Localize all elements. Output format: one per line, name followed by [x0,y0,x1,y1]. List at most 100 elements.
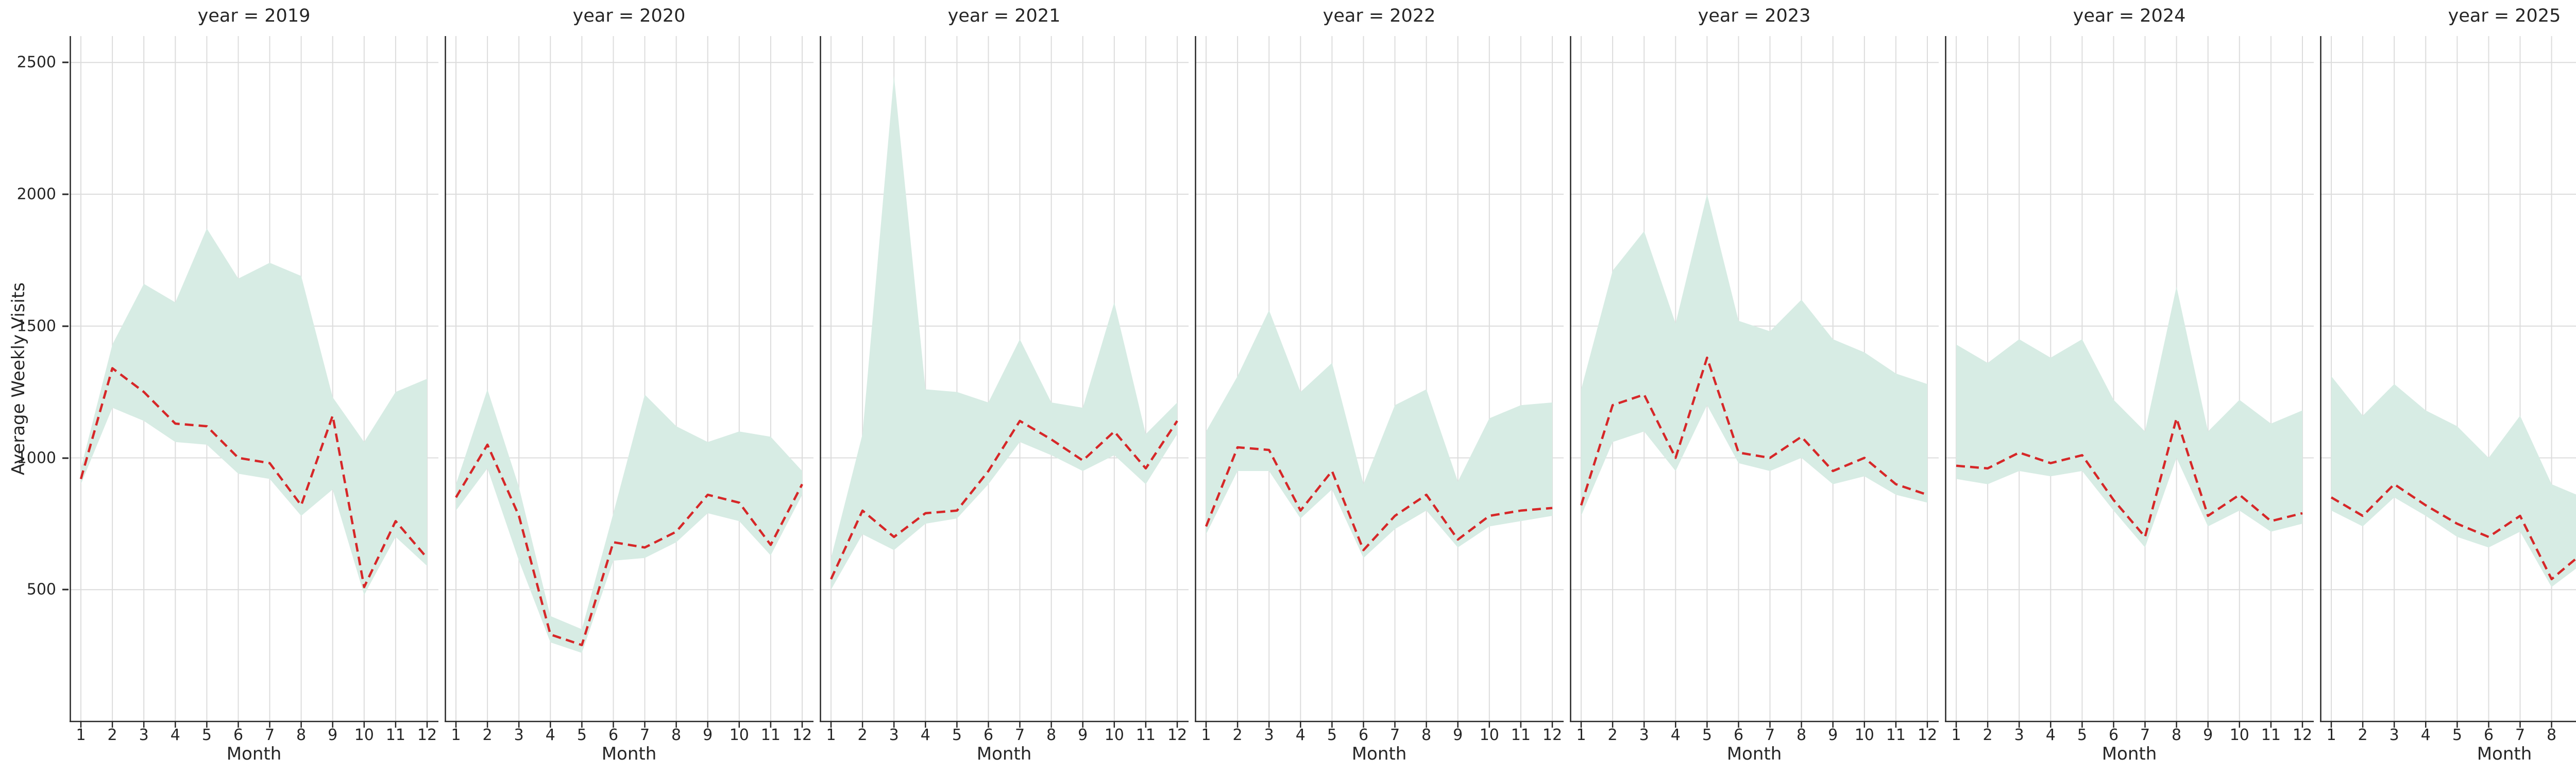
svg-text:1: 1 [1951,726,1961,742]
svg-text:5: 5 [1702,726,1712,742]
svg-text:7: 7 [1765,726,1775,742]
svg-text:5: 5 [202,726,212,742]
svg-text:9: 9 [328,726,337,742]
svg-text:6: 6 [2484,726,2494,742]
facet-chart-2023: 1 2 3 4 5 6 7 8 9 10 11 12 [1570,36,1939,742]
y-tick-label: 1000 [16,449,56,467]
facet-title: year = 2025 [2448,6,2561,26]
svg-text:8: 8 [1421,726,1431,742]
facet-panel-2020: year = 2020 1 2 3 4 5 6 7 8 9 10 11 12 Month [445,0,814,768]
svg-text:3: 3 [1264,726,1274,742]
svg-text:12: 12 [1167,726,1187,742]
svg-text:4: 4 [1296,726,1306,742]
svg-text:7: 7 [2140,726,2150,742]
x-axis-label: Month [2102,744,2157,764]
y-tick-label: 2000 [16,185,56,204]
svg-text:2: 2 [483,726,493,742]
svg-text:11: 11 [2261,726,2281,742]
svg-text:8: 8 [296,726,306,742]
svg-text:5: 5 [952,726,962,742]
svg-text:12: 12 [1918,726,1937,742]
facet-title: year = 2024 [2073,6,2186,26]
svg-text:1: 1 [451,726,461,742]
svg-text:1: 1 [1576,726,1586,742]
facet-chart-2024: 1 2 3 4 5 6 7 8 9 10 11 12 [1945,36,2314,742]
facet-chart-2020: 1 2 3 4 5 6 7 8 9 10 11 12 [445,36,814,742]
svg-text:1: 1 [826,726,836,742]
svg-text:5: 5 [577,726,587,742]
svg-text:7: 7 [2515,726,2525,742]
y-tick-label: 1500 [16,317,56,335]
svg-text:6: 6 [608,726,618,742]
svg-text:10: 10 [354,726,374,742]
svg-text:10: 10 [1105,726,1124,742]
svg-text:2: 2 [858,726,868,742]
svg-text:3: 3 [2389,726,2399,742]
svg-text:6: 6 [2109,726,2119,742]
facet-title: year = 2020 [572,6,686,26]
svg-text:11: 11 [1886,726,1906,742]
facet-panel-2022: year = 2022 1 2 3 4 5 6 7 8 9 10 11 12 Month [1195,0,1564,768]
y-tick-mark [62,193,69,195]
svg-text:7: 7 [640,726,650,742]
svg-text:10: 10 [1855,726,1874,742]
x-axis-label: Month [226,744,282,764]
svg-text:6: 6 [1359,726,1368,742]
svg-text:11: 11 [761,726,781,742]
x-axis-label: Month [601,744,657,764]
y-tick-mark [62,325,69,327]
svg-text:3: 3 [2014,726,2024,742]
svg-text:8: 8 [1046,726,1056,742]
svg-text:7: 7 [1015,726,1025,742]
facet-panel-2023: year = 2023 1 2 3 4 5 6 7 8 9 10 11 12 Month [1570,0,1939,768]
x-axis-label: Month [976,744,1032,764]
svg-text:3: 3 [139,726,149,742]
svg-text:12: 12 [2293,726,2312,742]
svg-text:10: 10 [730,726,749,742]
svg-text:2: 2 [1233,726,1243,742]
svg-text:4: 4 [2046,726,2056,742]
facet-title: year = 2019 [197,6,311,26]
svg-text:12: 12 [1543,726,1562,742]
svg-text:9: 9 [1828,726,1838,742]
svg-text:8: 8 [1797,726,1806,742]
svg-text:9: 9 [1453,726,1463,742]
y-tick-label: 2500 [16,53,56,72]
svg-text:5: 5 [2452,726,2462,742]
svg-text:4: 4 [546,726,555,742]
svg-text:8: 8 [2172,726,2181,742]
svg-text:9: 9 [703,726,713,742]
facet-panel-2024: year = 2024 1 2 3 4 5 6 7 8 9 10 11 12 Month [1945,0,2314,768]
svg-text:2: 2 [1608,726,1618,742]
svg-text:6: 6 [233,726,243,742]
x-axis-label: Month [2477,744,2532,764]
x-axis-label: Month [1351,744,1407,764]
x-axis-label: Month [1726,744,1782,764]
facet-panel-2021: year = 2021 1 2 3 4 5 6 7 8 9 10 11 12 Month [820,0,1189,768]
svg-text:11: 11 [386,726,405,742]
svg-text:11: 11 [1136,726,1156,742]
svg-text:10: 10 [2230,726,2249,742]
svg-text:4: 4 [1671,726,1681,742]
facet-chart-2022: 1 2 3 4 5 6 7 8 9 10 11 12 [1195,36,1564,742]
svg-text:2: 2 [2358,726,2368,742]
svg-text:8: 8 [2547,726,2556,742]
svg-text:12: 12 [417,726,437,742]
facet-chart-2021: 1 2 3 4 5 6 7 8 9 10 11 12 [820,36,1189,742]
svg-text:1: 1 [76,726,86,742]
facet-chart-2019: 1 2 3 4 5 6 7 8 9 10 11 12 [70,36,438,742]
svg-text:3: 3 [889,726,899,742]
svg-text:6: 6 [1734,726,1743,742]
svg-text:3: 3 [514,726,524,742]
svg-text:2: 2 [1983,726,1993,742]
facet-title: year = 2021 [947,6,1061,26]
svg-text:4: 4 [2421,726,2431,742]
svg-text:4: 4 [921,726,930,742]
svg-text:5: 5 [2077,726,2087,742]
y-axis: 500 1000 1500 2000 2500 [0,0,69,773]
svg-text:11: 11 [1511,726,1531,742]
svg-text:5: 5 [1327,726,1337,742]
